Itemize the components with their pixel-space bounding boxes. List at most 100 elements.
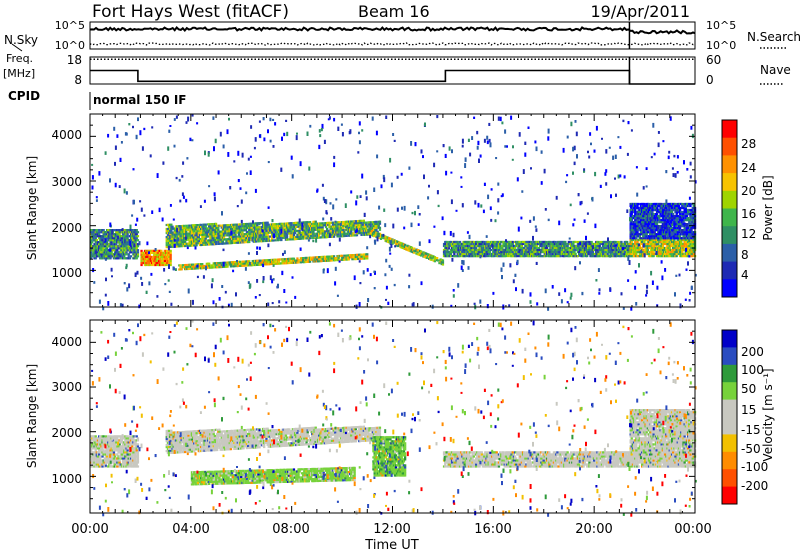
radar-cell <box>201 267 204 270</box>
nsearch-tick-top: 10^5 <box>706 19 736 32</box>
radar-cell <box>307 235 310 238</box>
nsearch-label: N.Search <box>747 30 800 44</box>
radar-cell <box>368 233 371 236</box>
radar-cell <box>93 245 96 248</box>
radar-cell <box>93 255 96 258</box>
nsearch-tick-bottom: 10^0 <box>706 39 736 52</box>
radar-cell <box>437 259 440 262</box>
radar-cell <box>98 231 101 234</box>
radar-cell <box>688 248 691 252</box>
radar-cell <box>587 248 590 252</box>
radar-cell <box>119 249 122 252</box>
radar-cell <box>298 231 301 234</box>
radar-cell <box>225 240 228 243</box>
radar-cell <box>655 215 659 218</box>
radar-cell <box>665 255 668 258</box>
radar-cell <box>287 224 290 227</box>
radar-cell <box>591 244 594 248</box>
radar-cell <box>676 223 679 226</box>
radar-cell <box>485 255 488 258</box>
radar-cell <box>222 226 226 229</box>
radar-cell <box>528 250 531 254</box>
radar-cell <box>197 236 200 239</box>
radar-cell <box>129 245 133 248</box>
radar-cell <box>170 229 173 232</box>
radar-cell <box>159 257 162 261</box>
radar-cell <box>338 225 341 228</box>
radar-cell <box>572 250 575 254</box>
radar-cell <box>334 259 337 262</box>
radar-cell <box>649 213 652 216</box>
radar-cell <box>638 252 641 256</box>
radar-cell <box>469 242 472 246</box>
radar-cell <box>446 246 449 250</box>
radar-cell <box>566 246 569 250</box>
radar-cell <box>590 250 593 254</box>
radar-cell <box>678 246 682 250</box>
radar-cell <box>639 246 643 250</box>
radar-cell <box>644 233 647 236</box>
radar-cell <box>230 225 234 228</box>
radar-cell <box>642 219 645 222</box>
radar-cell <box>285 224 289 227</box>
radar-cell <box>195 228 198 231</box>
radar-cell <box>561 246 565 250</box>
radar-cell <box>469 246 472 250</box>
radar-cell <box>343 234 346 238</box>
radar-cell <box>277 226 281 230</box>
radar-cell <box>653 246 656 250</box>
radar-cell <box>559 248 562 252</box>
radar-cell <box>461 246 464 250</box>
radar-cell <box>630 215 633 218</box>
radar-cell <box>559 255 562 258</box>
radar-cell <box>168 253 171 256</box>
radar-cell <box>182 266 186 269</box>
radar-cell <box>285 226 289 229</box>
radar-cell <box>651 238 654 242</box>
radar-cell <box>544 255 548 258</box>
radar-cell <box>469 252 472 256</box>
radar-cell <box>180 268 183 271</box>
radar-cell <box>135 235 138 238</box>
radar-cell <box>531 252 534 256</box>
radar-cell <box>597 252 600 256</box>
radar-cell <box>549 240 552 244</box>
radar-cell <box>313 232 316 235</box>
radar-cell <box>280 262 283 265</box>
radar-cell <box>120 247 124 250</box>
radar-cell <box>605 240 608 244</box>
radar-cell <box>353 220 356 223</box>
radar-cell <box>607 246 610 250</box>
radar-cell <box>635 213 638 216</box>
radar-cell <box>667 219 670 222</box>
radar-cell <box>248 226 251 229</box>
radar-cell <box>311 222 314 225</box>
radar-cell <box>95 231 98 234</box>
power-scatter <box>90 114 697 311</box>
radar-cell <box>281 228 284 231</box>
radar-cell <box>210 229 213 232</box>
radar-cell <box>190 238 194 241</box>
radar-cell <box>639 229 643 232</box>
radar-cell <box>492 246 495 250</box>
radar-cell <box>588 240 591 244</box>
radar-cell <box>206 231 210 234</box>
radar-cell <box>243 260 246 263</box>
radar-cell <box>466 248 470 252</box>
radar-cell <box>135 245 138 248</box>
radar-cell <box>680 217 683 220</box>
radar-cell <box>642 210 645 214</box>
radar-cell <box>683 242 686 246</box>
radar-cell <box>683 210 686 214</box>
radar-cell <box>442 244 446 248</box>
radar-cell <box>600 248 604 252</box>
radar-cell <box>653 227 656 230</box>
radar-cell <box>365 221 368 224</box>
radar-cell <box>216 238 219 241</box>
radar-cell <box>569 246 573 250</box>
radar-cell <box>319 258 322 261</box>
radar-cell <box>678 240 682 244</box>
radar-cell <box>127 229 130 232</box>
radar-cell <box>96 245 100 248</box>
radar-cell <box>682 213 685 216</box>
